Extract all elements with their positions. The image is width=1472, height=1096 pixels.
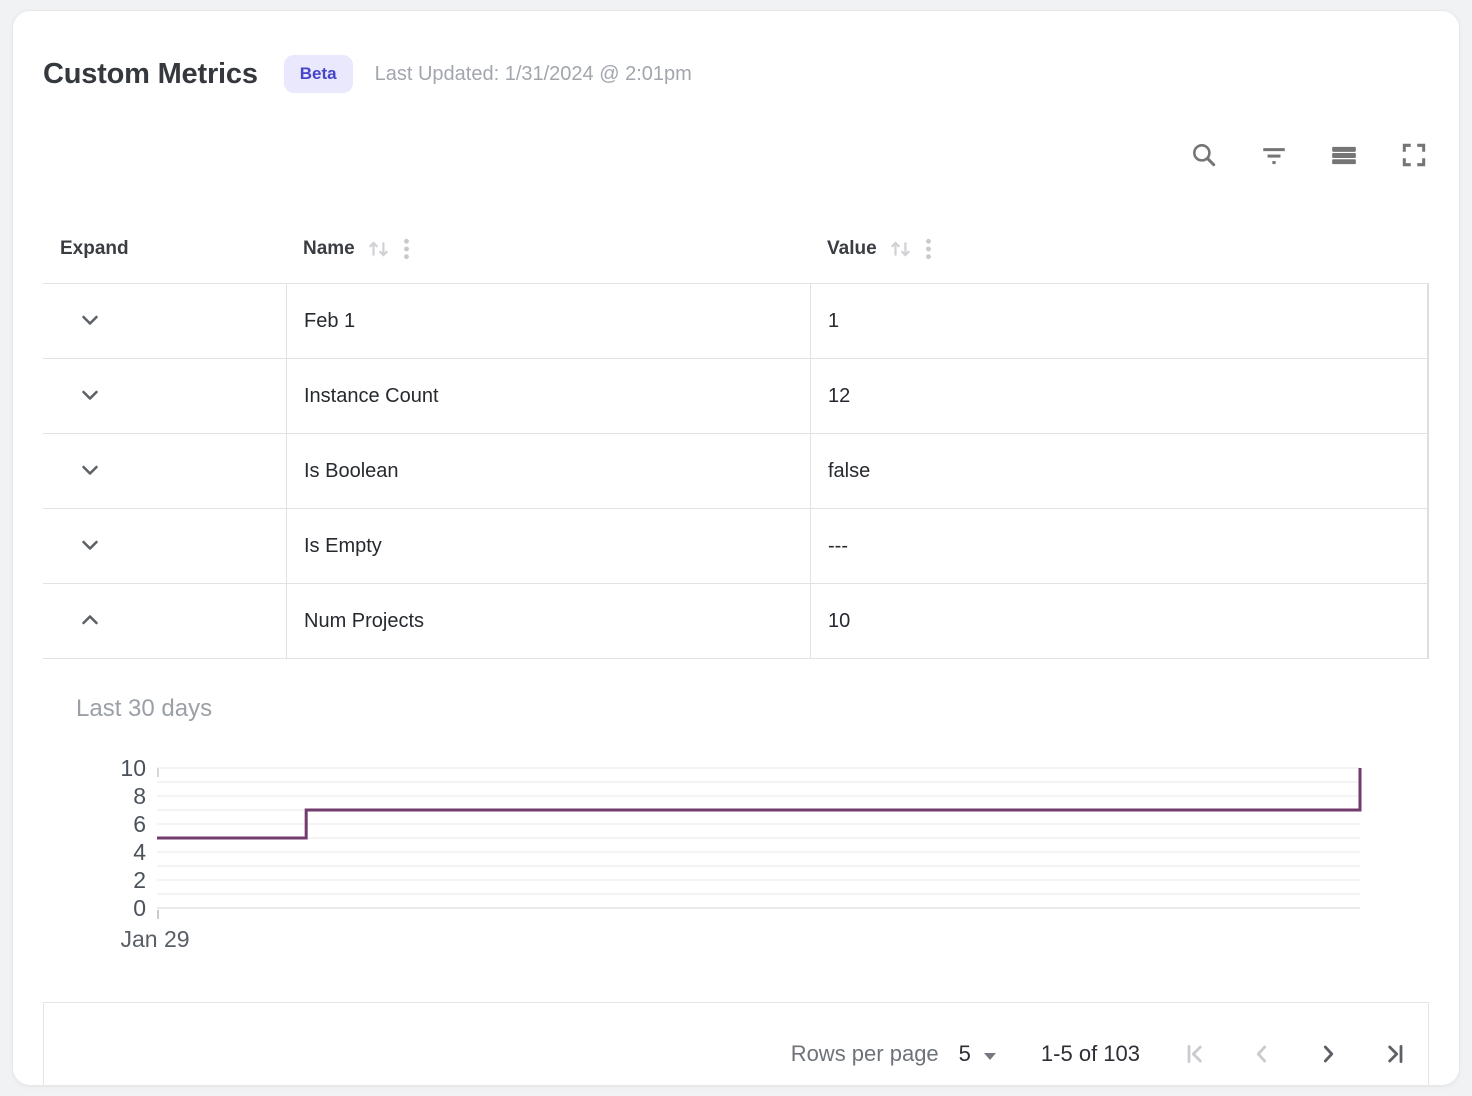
expand-row-button[interactable]: [73, 379, 107, 413]
table-row: Feb 1 1: [43, 284, 1427, 359]
svg-text:4: 4: [133, 839, 146, 865]
pagination-bar: Rows per page 5 1-5 of 103: [43, 1002, 1429, 1085]
density-button[interactable]: [1329, 140, 1359, 170]
cell-value: 12: [810, 359, 1427, 433]
expand-row-button[interactable]: [73, 304, 107, 338]
column-header-label: Value: [827, 238, 877, 259]
chevron-down-icon: [78, 383, 102, 410]
rows-per-page-label: Rows per page: [790, 1041, 939, 1066]
first-page-button[interactable]: [1176, 1034, 1216, 1074]
custom-metrics-card: Custom Metrics Beta Last Updated: 1/31/2…: [12, 10, 1460, 1086]
cell-name: Is Boolean: [286, 434, 810, 508]
cell-value: 1: [810, 284, 1427, 358]
cell-name: Feb 1: [286, 284, 810, 358]
grid-toolbar: [43, 133, 1429, 177]
column-menu-icon[interactable]: [403, 238, 410, 260]
chevron-right-icon: [1314, 1040, 1342, 1068]
expand-row-button[interactable]: [73, 454, 107, 488]
table-row: Is Boolean false: [43, 434, 1427, 509]
svg-text:6: 6: [133, 811, 146, 837]
cell-name: Num Projects: [286, 584, 810, 658]
svg-text:Jan 29: Jan 29: [120, 926, 189, 950]
page-title: Custom Metrics: [43, 57, 258, 90]
last-page-icon: [1380, 1040, 1408, 1068]
chevron-down-icon: [78, 458, 102, 485]
previous-page-button[interactable]: [1242, 1034, 1282, 1074]
search-button[interactable]: [1189, 140, 1219, 170]
sort-icon[interactable]: [890, 238, 912, 260]
chart-panel: 0 2 4 6 8 10 Jan 29: [120, 735, 1429, 955]
column-header-name[interactable]: Name: [286, 238, 810, 260]
rows-per-page-value: 5: [958, 1041, 971, 1066]
chevron-up-icon: [78, 608, 102, 635]
svg-text:8: 8: [133, 783, 146, 809]
next-page-button[interactable]: [1308, 1034, 1348, 1074]
cell-value: ---: [810, 509, 1427, 583]
cell-name: Instance Count: [286, 359, 810, 433]
column-header-value[interactable]: Value: [810, 238, 1429, 260]
svg-text:10: 10: [120, 755, 146, 781]
cell-value: false: [810, 434, 1427, 508]
svg-text:0: 0: [133, 895, 146, 921]
chevron-left-icon: [1248, 1040, 1276, 1068]
expand-row-button[interactable]: [73, 529, 107, 563]
filter-icon: [1260, 141, 1288, 169]
search-icon: [1190, 141, 1218, 169]
column-header-expand: Expand: [43, 238, 286, 260]
column-menu-icon[interactable]: [925, 238, 932, 260]
cell-value: 10: [810, 584, 1427, 658]
table-body: Feb 1 1 Instance Count 12 Is Boolean fal…: [43, 283, 1429, 659]
svg-text:2: 2: [133, 867, 146, 893]
chart-title: Last 30 days: [76, 695, 213, 722]
table-header-row: Expand Name Value: [43, 215, 1429, 283]
column-header-label: Name: [303, 238, 355, 259]
column-header-label: Expand: [60, 238, 129, 259]
fullscreen-icon: [1400, 141, 1428, 169]
density-icon: [1330, 141, 1358, 169]
last-updated-text: Last Updated: 1/31/2024 @ 2:01pm: [374, 62, 692, 85]
dropdown-arrow-icon: [983, 1041, 997, 1067]
fullscreen-button[interactable]: [1399, 140, 1429, 170]
cell-name: Is Empty: [286, 509, 810, 583]
table-row: Is Empty ---: [43, 509, 1427, 584]
first-page-icon: [1182, 1040, 1210, 1068]
sort-icon[interactable]: [368, 238, 390, 260]
table-row: Instance Count 12: [43, 359, 1427, 434]
table-row-expanded: Num Projects 10: [43, 584, 1427, 659]
filter-button[interactable]: [1259, 140, 1289, 170]
chevron-down-icon: [78, 308, 102, 335]
page-header: Custom Metrics Beta Last Updated: 1/31/2…: [43, 11, 1429, 97]
pagination-nav: [1176, 1034, 1414, 1074]
rows-per-page-select[interactable]: 5: [959, 1041, 997, 1067]
collapse-row-button[interactable]: [73, 604, 107, 638]
last-page-button[interactable]: [1374, 1034, 1414, 1074]
chevron-down-icon: [78, 533, 102, 560]
page-range-label: 1-5 of 103: [1040, 1041, 1140, 1066]
beta-badge: Beta: [283, 55, 353, 93]
